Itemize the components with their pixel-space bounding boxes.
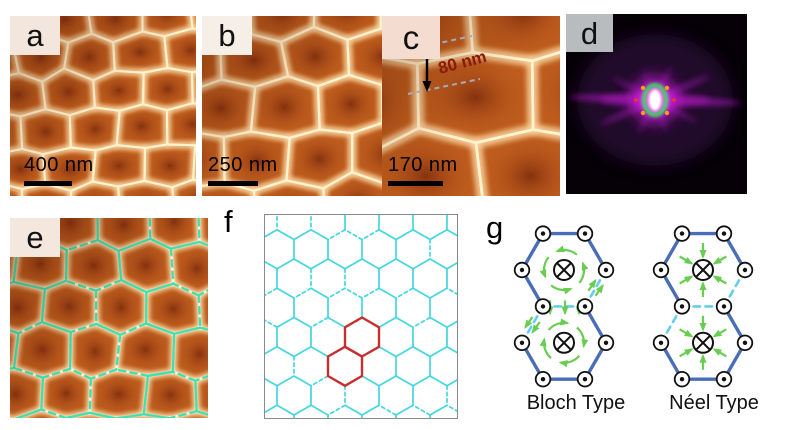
honeycomb-lattice-diagram xyxy=(265,215,457,418)
afm-micrograph-a xyxy=(10,16,196,196)
panel-e-label: e xyxy=(26,220,44,255)
scale-bar-a: 400 nm xyxy=(24,154,94,186)
scale-bar-c-line xyxy=(388,181,443,186)
spin-texture-diagram xyxy=(513,225,754,388)
panel-a-afm-image: a 400 nm xyxy=(10,16,196,196)
neel-type-caption: Néel Type xyxy=(669,392,759,414)
scale-bar-a-label: 400 nm xyxy=(24,154,94,176)
panel-b-label: b xyxy=(218,18,236,53)
scale-bar-b-line xyxy=(208,181,258,186)
panel-b-label-tag: b xyxy=(202,16,252,55)
panel-f-lattice-schematic xyxy=(264,214,458,419)
scale-bar-b: 250 nm xyxy=(208,154,278,186)
afm-micrograph-c: 80 nm xyxy=(382,16,560,196)
scale-bar-c-label: 170 nm xyxy=(388,154,458,176)
scale-bar-c: 170 nm xyxy=(388,154,458,186)
panel-a-label-tag: a xyxy=(10,16,60,55)
afm-micrograph-e xyxy=(10,218,208,418)
bloch-type-caption: Bloch Type xyxy=(526,392,626,414)
panel-e-afm-image-with-overlay: e xyxy=(10,218,208,418)
panel-c-label: c xyxy=(402,19,420,56)
panel-g-spin-diagrams xyxy=(480,210,790,425)
panel-c-afm-image: 80 nm c 170 nm xyxy=(382,16,560,196)
panel-b-afm-image: b 250 nm xyxy=(202,16,386,196)
panel-d-label-tag: d xyxy=(566,14,613,52)
panel-e-label-tag: e xyxy=(10,218,60,257)
panel-d-label: d xyxy=(580,15,599,51)
panel-d-fft-image: d xyxy=(566,14,747,194)
panel-g-label: g xyxy=(486,210,504,245)
scale-bar-b-label: 250 nm xyxy=(208,154,278,176)
panel-f-label: f xyxy=(224,204,233,239)
panel-a-label: a xyxy=(26,18,44,53)
panel-c-label-tag: c xyxy=(382,16,440,59)
scale-bar-a-line xyxy=(24,181,72,186)
